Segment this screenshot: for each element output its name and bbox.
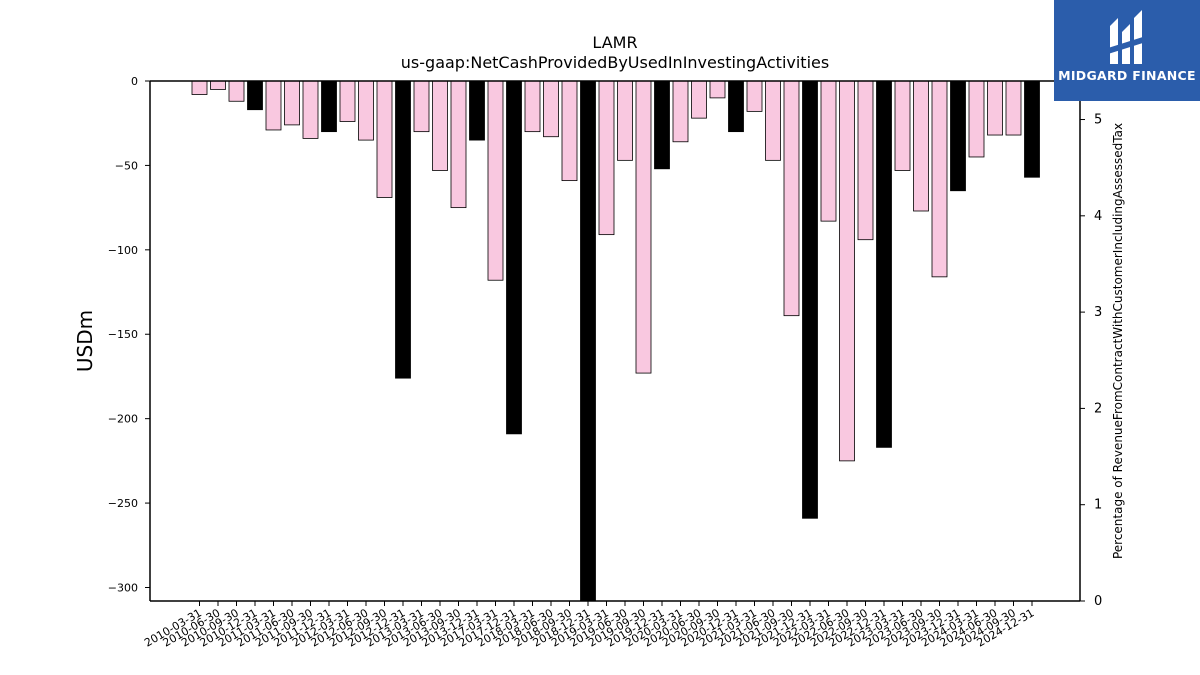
bar-2024-12-31	[1024, 80, 1040, 178]
bar-2013-03-31	[413, 80, 430, 133]
bar-2011-03-31	[265, 80, 282, 131]
bar-2011-12-31	[321, 80, 337, 133]
y-tick-label: −150	[108, 328, 138, 341]
bar-2017-03-31	[487, 80, 504, 281]
bar-2010-12-31	[247, 80, 263, 111]
bar-2024-06-30	[987, 80, 1003, 136]
bar-2019-12-31	[654, 80, 670, 170]
bar-2024-03-31	[968, 80, 985, 158]
y-tick-label: −250	[108, 497, 138, 510]
bar-2019-06-30	[617, 80, 633, 161]
bar-2019-09-30	[635, 80, 652, 374]
bar-2022-06-30	[839, 80, 855, 462]
x-axis-ticks: 2010-03-312010-06-302010-09-302010-12-31…	[142, 601, 1037, 650]
bar-2018-12-31	[580, 80, 596, 602]
y-tick-label: 0	[131, 75, 138, 88]
y2-tick-label: 5	[1094, 113, 1102, 128]
y-tick-label: −200	[108, 413, 138, 426]
bar-2013-09-30	[450, 80, 467, 209]
y2-axis-label: Percentage of RevenueFromContractWithCus…	[1111, 123, 1125, 559]
bar-2018-06-30	[543, 80, 559, 138]
chart-title: LAMR	[592, 33, 637, 52]
bar-2023-09-30	[931, 80, 948, 278]
y2-tick-label: 3	[1094, 305, 1102, 320]
y2-axis-ticks: 0 1 2 3 4 5	[1080, 113, 1102, 609]
brand-logo: MIDGARD FINANCE	[1054, 0, 1200, 101]
bar-2011-06-30	[284, 80, 300, 126]
bar-2024-09-30	[1005, 80, 1022, 136]
bar-2023-06-30	[913, 80, 929, 212]
y2-tick-label: 4	[1094, 209, 1102, 224]
chart-subtitle: us-gaap:NetCashProvidedByUsedInInvesting…	[401, 53, 829, 72]
bar-2020-09-30	[709, 80, 726, 99]
midgard-logo-icon	[1108, 10, 1146, 64]
bar-2021-06-30	[765, 80, 781, 161]
y2-tick-label: 2	[1094, 401, 1102, 416]
bar-2018-09-30	[561, 80, 578, 182]
y-tick-label: −300	[108, 581, 138, 594]
bars-group	[191, 80, 1040, 602]
y-tick-label: −100	[108, 244, 138, 257]
y-axis-ticks: 0 −50 −100 −150 −200 −250 −300	[108, 75, 150, 594]
bar-2020-03-31	[672, 80, 689, 143]
bar-2010-03-31	[191, 80, 208, 95]
bar-2017-12-31	[506, 80, 522, 435]
bar-2013-06-30	[432, 80, 448, 171]
bar-2021-09-30	[783, 80, 800, 317]
bar-2020-12-31	[728, 80, 744, 133]
bar-2011-09-30	[302, 80, 319, 139]
bar-2012-06-30	[358, 80, 374, 141]
y2-tick-label: 0	[1094, 594, 1102, 609]
y-axis-label: USDm	[73, 310, 97, 372]
axes-frame	[149, 80, 1081, 602]
bar-2012-03-31	[339, 80, 356, 122]
bar-2022-09-30	[857, 80, 874, 241]
bar-2021-12-31	[802, 80, 818, 519]
y-tick-label: −50	[115, 159, 138, 172]
bar-2018-03-31	[524, 80, 541, 133]
logo-text: MIDGARD FINANCE	[1058, 68, 1196, 83]
bar-2021-03-31	[746, 80, 763, 112]
y2-tick-label: 1	[1094, 498, 1102, 513]
bar-2012-09-30	[376, 80, 393, 198]
bar-2022-12-31	[876, 80, 892, 448]
bar-2010-06-30	[210, 80, 226, 90]
bar-2022-03-31	[820, 80, 837, 222]
bar-2019-03-31	[598, 80, 615, 236]
bar-2012-12-31	[395, 80, 411, 379]
bar-2023-03-31	[894, 80, 911, 171]
bar-2023-12-31	[950, 80, 966, 192]
bar-2010-09-30	[228, 80, 245, 102]
bar-2020-06-30	[691, 80, 707, 119]
bar-2013-12-31	[469, 80, 485, 141]
